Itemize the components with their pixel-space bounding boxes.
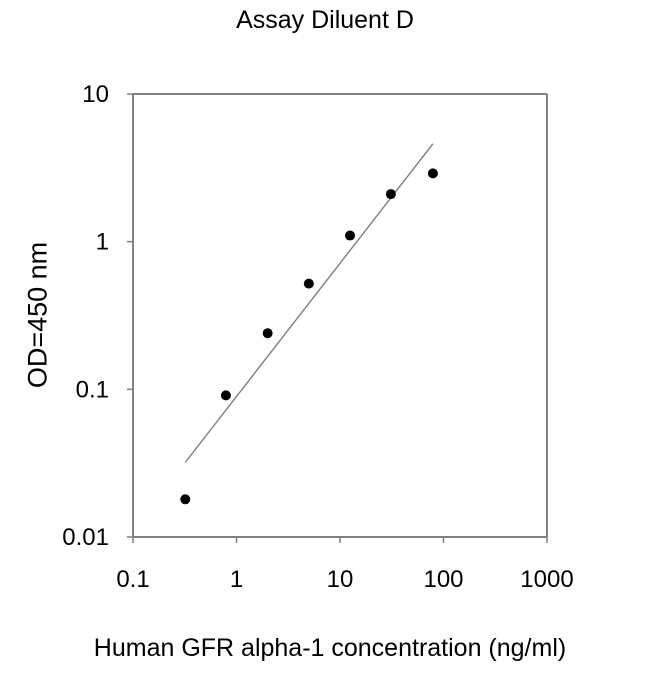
y-tick-label: 10 — [82, 81, 109, 108]
x-tick-label: 100 — [423, 566, 463, 593]
x-tick-label: 1000 — [520, 566, 573, 593]
data-point — [180, 494, 191, 505]
y-tick-label: 1 — [96, 229, 109, 256]
y-tick-label: 0.1 — [76, 376, 109, 403]
tick-labels: 0.01 0.1 1 10 0.1 1 10 100 1000 — [62, 81, 573, 593]
x-tick-label: 0.1 — [116, 566, 149, 593]
y-axis-label: OD=450 nm — [22, 241, 53, 389]
data-point — [345, 230, 356, 241]
data-point — [262, 328, 273, 339]
data-point — [220, 390, 231, 401]
x-axis-label: Human GFR alpha-1 concentration (ng/ml) — [93, 634, 567, 662]
axes — [127, 93, 548, 543]
data-point — [303, 278, 314, 289]
data-points — [180, 168, 438, 505]
x-tick-label: 10 — [327, 566, 354, 593]
chart-title: Assay Diluent D — [236, 6, 414, 34]
data-point — [427, 168, 438, 179]
fit-line — [184, 143, 434, 463]
trendline — [184, 143, 434, 463]
y-tick-label: 0.01 — [62, 524, 109, 551]
data-point — [385, 189, 396, 200]
x-tick-label: 1 — [230, 566, 243, 593]
